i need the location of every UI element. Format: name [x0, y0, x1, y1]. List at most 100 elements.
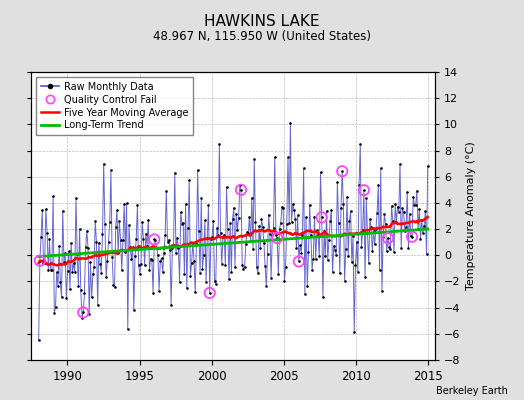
Point — [334, 220, 343, 226]
Point — [93, 302, 102, 309]
Point — [246, 238, 255, 244]
Point — [365, 260, 373, 266]
Point — [129, 306, 138, 313]
Point — [99, 230, 107, 237]
Point — [63, 268, 72, 274]
Point — [194, 228, 203, 234]
Point — [143, 243, 151, 249]
Point — [150, 236, 158, 243]
Point — [266, 230, 274, 237]
Point — [346, 208, 355, 214]
Point — [52, 269, 61, 276]
Point — [285, 220, 293, 226]
Point — [313, 227, 321, 234]
Point — [423, 163, 432, 169]
Point — [249, 246, 257, 253]
Point — [379, 234, 387, 240]
Point — [230, 205, 238, 211]
Point — [145, 267, 154, 273]
Point — [100, 160, 108, 167]
Point — [210, 278, 219, 284]
Point — [255, 223, 263, 230]
Point — [395, 209, 403, 215]
Point — [151, 237, 160, 244]
Point — [339, 201, 347, 207]
Point — [161, 232, 169, 239]
Point — [278, 204, 286, 210]
Point — [197, 195, 205, 202]
Point — [403, 189, 411, 195]
Point — [222, 184, 231, 190]
Point — [126, 244, 134, 251]
Point — [60, 258, 68, 265]
Point — [377, 165, 385, 171]
Point — [64, 248, 73, 254]
Point — [105, 219, 114, 225]
Point — [193, 167, 202, 173]
Point — [115, 218, 124, 224]
Point — [55, 242, 63, 249]
Point — [57, 294, 66, 301]
Point — [354, 268, 362, 275]
Point — [42, 205, 50, 212]
Point — [411, 202, 420, 209]
Point — [260, 240, 268, 246]
Point — [420, 223, 428, 230]
Point — [398, 205, 407, 212]
Point — [296, 242, 304, 248]
Point — [121, 248, 129, 255]
Point — [171, 170, 179, 176]
Point — [358, 226, 367, 233]
Point — [414, 226, 422, 232]
Point — [127, 256, 136, 262]
Point — [345, 218, 354, 224]
Point — [384, 235, 392, 241]
Point — [343, 194, 351, 200]
Point — [416, 236, 424, 242]
Point — [237, 187, 245, 193]
Point — [152, 245, 161, 251]
Point — [391, 201, 399, 208]
Point — [335, 270, 344, 276]
Point — [186, 272, 194, 279]
Point — [363, 230, 372, 236]
Point — [347, 259, 356, 266]
Point — [47, 266, 55, 273]
Point — [56, 279, 64, 286]
Point — [384, 235, 392, 241]
Point — [253, 264, 261, 270]
Point — [318, 214, 326, 221]
Point — [117, 267, 126, 273]
Point — [269, 225, 278, 232]
Point — [226, 220, 234, 226]
Point — [385, 244, 394, 250]
Point — [162, 188, 170, 194]
Point — [243, 228, 251, 235]
Point — [79, 309, 88, 316]
Point — [204, 202, 213, 208]
Point — [74, 282, 83, 289]
Point — [252, 219, 260, 226]
Point — [38, 207, 47, 214]
Point — [35, 337, 43, 344]
Point — [159, 269, 167, 275]
Point — [323, 257, 332, 263]
Point — [231, 264, 239, 271]
Point — [88, 294, 96, 300]
Point — [124, 326, 132, 332]
Point — [374, 182, 383, 188]
Point — [189, 240, 197, 246]
Point — [114, 250, 122, 256]
Point — [290, 207, 298, 213]
Point — [69, 260, 78, 266]
Point — [293, 212, 302, 219]
Point — [206, 236, 215, 242]
Point — [182, 285, 191, 292]
Point — [66, 286, 74, 292]
Point — [383, 248, 391, 254]
Point — [419, 230, 427, 236]
Point — [327, 207, 335, 213]
Point — [361, 274, 369, 280]
Point — [349, 233, 357, 239]
Point — [198, 265, 206, 272]
